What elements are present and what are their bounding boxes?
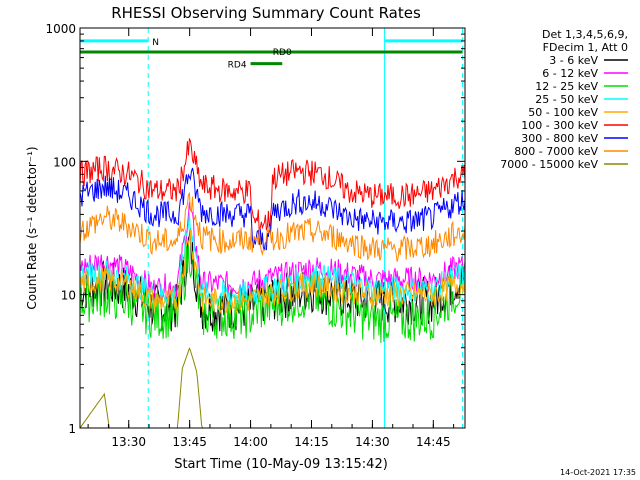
chart-title: RHESSI Observing Summary Count Rates [111,4,421,22]
y-tick-label-2: 100 [53,155,76,169]
data-series [79,137,466,429]
x-axis-label: Start Time (10-May-09 13:15:42) [174,457,388,472]
legend-label-0: 3 - 6 keV [549,54,598,67]
plot-frame [79,27,466,429]
footer-timestamp: 14-Oct-2021 17:35 [560,468,636,477]
x-tick-label-0: 13:30 [111,435,146,449]
series-line-4 [79,229,466,315]
y-axis: 1 10 100 1000 [45,22,465,436]
legend: Det 1,3,4,5,6,9,FDecim 1, Att 03 - 6 keV… [500,28,628,171]
x-tick-label-2: 14:00 [233,435,268,449]
series-line-5 [79,137,466,234]
y-tick-label-1: 10 [61,289,76,303]
x-tick-label-3: 14:15 [294,435,329,449]
legend-label-4: 50 - 100 keV [528,106,598,119]
series-line-6 [79,167,466,251]
legend-label-7: 800 - 7000 keV [514,145,598,158]
legend-label-8: 7000 - 15000 keV [500,158,598,171]
y-tick-label-3: 1000 [45,22,76,36]
x-axis: 13:30 13:45 14:00 14:15 14:30 14:45 [87,28,455,449]
legend-label-6: 300 - 800 keV [521,132,598,145]
legend-label-1: 6 - 12 keV [542,67,598,80]
y-axis-label: Count Rate (s⁻¹ detector⁻¹) [25,146,39,309]
legend-header-1: FDecim 1, Att 0 [543,41,628,54]
legend-label-5: 100 - 300 keV [521,119,598,132]
coverage-bar-label-0: N [152,38,159,48]
x-tick-label-4: 14:30 [355,435,390,449]
x-tick-label-1: 13:45 [172,435,207,449]
series-line-7 [79,191,466,262]
legend-label-3: 25 - 50 keV [535,93,598,106]
coverage-bar-label-3: RD4 [228,61,247,71]
legend-header-0: Det 1,3,4,5,6,9, [542,28,628,41]
y-tick-label-0: 1 [68,422,76,436]
series-line-8 [79,347,465,429]
coverage-bar-label-2: RD0 [273,48,292,58]
x-tick-label-5: 14:45 [416,435,451,449]
series-line-3 [79,212,466,307]
coverage-bars: N RD0 RD4 [80,28,464,428]
legend-label-2: 12 - 25 keV [535,80,598,93]
